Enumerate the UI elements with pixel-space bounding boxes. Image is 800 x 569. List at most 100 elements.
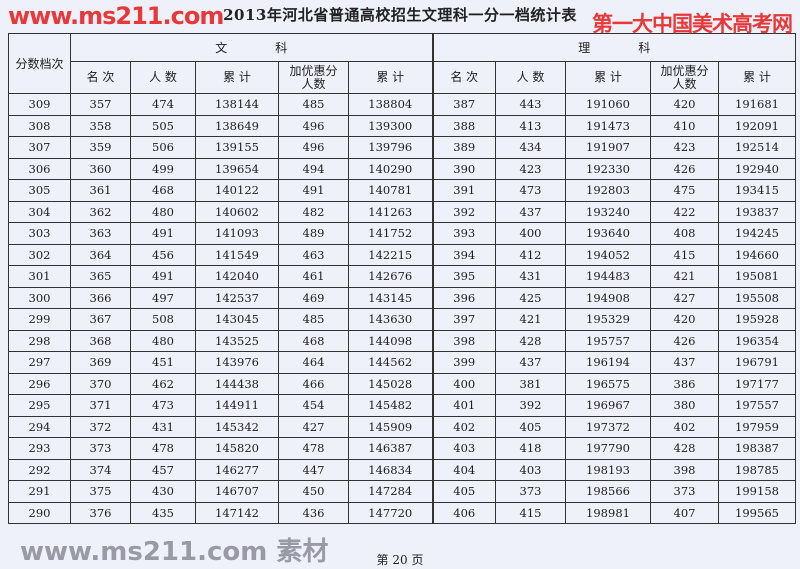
table-cell: 489 [278, 222, 349, 245]
table-cell: 426 [650, 329, 719, 352]
table-cell: 389 [431, 136, 496, 159]
table-cell: 362 [70, 200, 131, 223]
score-distribution-table: 分数档次 文 科 理 科 名 次人 数累 计加优惠分人数累 计名 次人 数累 计… [8, 33, 796, 524]
table-cell: 191681 [718, 93, 796, 116]
table-cell: 144438 [195, 372, 279, 395]
table-cell: 195508 [718, 286, 796, 309]
table-cell: 367 [70, 308, 131, 331]
table-cell: 463 [278, 243, 349, 266]
table-cell: 194052 [565, 243, 651, 266]
score-cell: 303 [8, 222, 71, 245]
table-cell: 198387 [718, 437, 796, 460]
table-row: 301 365 491 142040 461 142676 395 431 194483 421 1… [8, 265, 796, 288]
table-cell: 372 [70, 415, 131, 438]
table-cell: 408 [650, 222, 719, 245]
table-cell: 396 [431, 286, 496, 309]
page-number: 第 20 页 [376, 553, 424, 567]
table-cell: 402 [431, 415, 496, 438]
table-cell: 191060 [565, 93, 651, 116]
table-cell: 499 [130, 157, 196, 180]
table-cell: 473 [495, 179, 566, 202]
page-title: 2013年河北省普通高校招生文理科一分一档统计表 [223, 6, 577, 24]
table-cell: 427 [278, 415, 349, 438]
wenke-subheader: 名 次 [70, 61, 131, 94]
table-cell: 139654 [195, 157, 279, 180]
table-row: 300 366 497 142537 469 143145 396 425 194908 427 1… [8, 286, 796, 309]
table-cell: 391 [431, 179, 496, 202]
table-cell: 192940 [718, 157, 796, 180]
table-cell: 194660 [718, 243, 796, 266]
table-cell: 437 [495, 200, 566, 223]
table-cell: 146387 [348, 437, 433, 460]
table-cell: 193837 [718, 200, 796, 223]
table-cell: 146834 [348, 458, 433, 481]
watermark-site-name: 第一大中国美术高考网 [592, 12, 793, 36]
table-cell: 361 [70, 179, 131, 202]
table-cell: 143045 [195, 308, 279, 331]
table-cell: 374 [70, 458, 131, 481]
table-cell: 359 [70, 136, 131, 159]
table-cell: 435 [130, 501, 196, 524]
table-cell: 194908 [565, 286, 651, 309]
table-cell: 491 [130, 265, 196, 288]
table-cell: 369 [70, 351, 131, 374]
table-cell: 139300 [348, 114, 433, 137]
score-cell: 290 [8, 501, 71, 524]
table-cell: 195757 [565, 329, 651, 352]
table-cell: 482 [278, 200, 349, 223]
table-cell: 143145 [348, 286, 433, 309]
score-cell: 301 [8, 265, 71, 288]
table-cell: 143630 [348, 308, 433, 331]
wenke-subheader: 加优惠分人数 [278, 61, 349, 94]
table-cell: 403 [431, 437, 496, 460]
table-cell: 506 [130, 136, 196, 159]
table-cell: 469 [278, 286, 349, 309]
table-row: 295 371 473 144911 454 145482 401 392 196967 380 1… [8, 394, 796, 417]
table-cell: 505 [130, 114, 196, 137]
table-cell: 394 [431, 243, 496, 266]
table-cell: 198981 [565, 501, 651, 524]
table-cell: 145342 [195, 415, 279, 438]
table-cell: 191473 [565, 114, 651, 137]
table-row: 299 367 508 143045 485 143630 397 421 195329 420 1… [8, 308, 796, 331]
table-cell: 386 [650, 372, 719, 395]
table-row: 307 359 506 139155 496 139796 389 434 191907 423 1… [8, 136, 796, 159]
table-cell: 407 [650, 501, 719, 524]
table-cell: 197557 [718, 394, 796, 417]
table-cell: 485 [278, 308, 349, 331]
table-cell: 468 [130, 179, 196, 202]
wenke-subheader: 累 计 [195, 61, 279, 94]
table-cell: 423 [495, 157, 566, 180]
table-cell: 474 [130, 93, 196, 116]
table-row: 296 370 462 144438 466 145028 400 381 196575 386 1… [8, 372, 796, 395]
table-cell: 142676 [348, 265, 433, 288]
table-cell: 139155 [195, 136, 279, 159]
table-cell: 415 [495, 501, 566, 524]
table-cell: 480 [130, 329, 196, 352]
table-cell: 431 [495, 265, 566, 288]
table-cell: 192803 [565, 179, 651, 202]
table-cell: 141752 [348, 222, 433, 245]
table-cell: 398 [431, 329, 496, 352]
table-cell: 196194 [565, 351, 651, 374]
table-cell: 195928 [718, 308, 796, 331]
table-cell: 198566 [565, 480, 651, 503]
table-cell: 140602 [195, 200, 279, 223]
table-row: 308 358 505 138649 496 139300 388 413 191473 410 1… [8, 114, 796, 137]
table-row: 303 363 491 141093 489 141752 393 400 193640 408 1… [8, 222, 796, 245]
table-cell: 405 [495, 415, 566, 438]
table-cell: 402 [650, 415, 719, 438]
score-cell: 297 [8, 351, 71, 374]
like-header: 理 科 [431, 33, 796, 62]
wenke-subheader: 人 数 [130, 61, 196, 94]
score-cell: 295 [8, 394, 71, 417]
table-cell: 196575 [565, 372, 651, 395]
table-cell: 197372 [565, 415, 651, 438]
table-cell: 406 [431, 501, 496, 524]
table-row: 298 368 480 143525 468 144098 398 428 195757 426 1… [8, 329, 796, 352]
table-cell: 145028 [348, 372, 433, 395]
table-cell: 436 [278, 501, 349, 524]
table-row: 305 361 468 140122 491 140781 391 473 192803 475 1… [8, 179, 796, 202]
table-cell: 390 [431, 157, 496, 180]
score-cell: 296 [8, 372, 71, 395]
